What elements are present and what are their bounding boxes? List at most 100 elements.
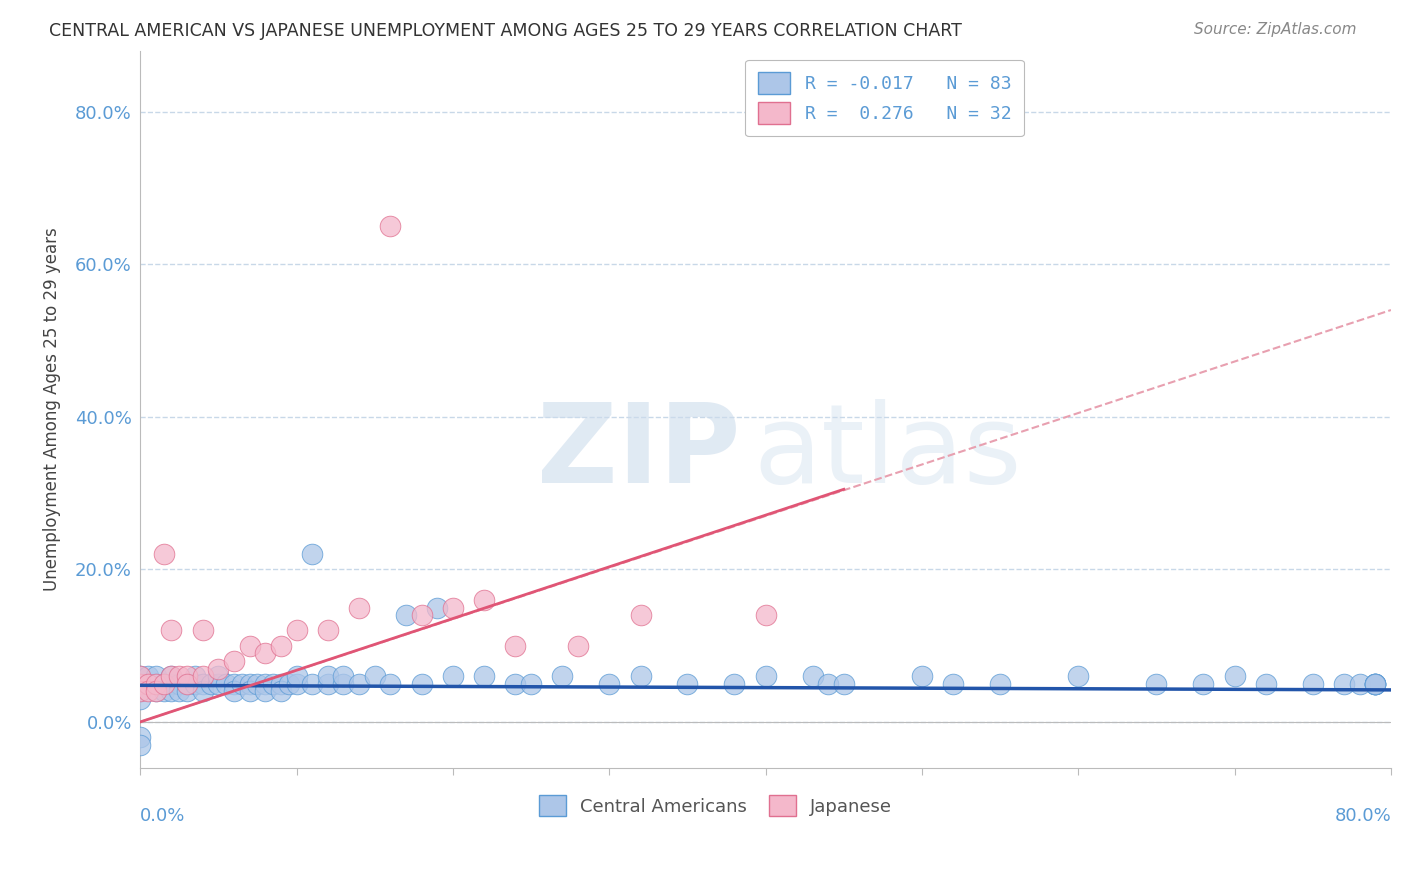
Point — [817, 677, 839, 691]
Point — [160, 624, 183, 638]
Point — [755, 608, 778, 623]
Point — [723, 677, 745, 691]
Point — [136, 677, 159, 691]
Point — [152, 684, 174, 698]
Point — [1364, 677, 1386, 691]
Point — [411, 608, 433, 623]
Point — [551, 669, 574, 683]
Point — [215, 677, 238, 691]
Point — [136, 677, 159, 691]
Point — [200, 677, 222, 691]
Point — [395, 608, 418, 623]
Point — [1333, 677, 1355, 691]
Point — [129, 692, 152, 706]
Point — [301, 547, 323, 561]
Point — [145, 684, 167, 698]
Point — [1364, 677, 1386, 691]
Point — [270, 639, 292, 653]
Point — [277, 677, 299, 691]
Point — [380, 677, 402, 691]
Point — [191, 677, 214, 691]
Point — [239, 677, 262, 691]
Point — [347, 600, 370, 615]
Point — [160, 677, 183, 691]
Point — [316, 677, 339, 691]
Point — [222, 684, 245, 698]
Point — [755, 669, 778, 683]
Point — [1146, 677, 1168, 691]
Point — [1223, 669, 1246, 683]
Point — [129, 669, 152, 683]
Point — [411, 677, 433, 691]
Point — [152, 677, 174, 691]
Point — [152, 547, 174, 561]
Point — [1302, 677, 1324, 691]
Point — [505, 677, 527, 691]
Point — [145, 677, 167, 691]
Point — [676, 677, 699, 691]
Point — [1364, 677, 1386, 691]
Point — [472, 669, 495, 683]
Point — [145, 677, 167, 691]
Point — [332, 677, 354, 691]
Point — [176, 669, 198, 683]
Point — [129, 677, 152, 691]
Point — [332, 669, 354, 683]
Point — [1364, 677, 1386, 691]
Point — [316, 669, 339, 683]
Point — [207, 677, 229, 691]
Point — [239, 639, 262, 653]
Point — [160, 669, 183, 683]
Point — [160, 684, 183, 698]
Point — [567, 639, 589, 653]
Point — [441, 600, 464, 615]
Y-axis label: Unemployment Among Ages 25 to 29 years: Unemployment Among Ages 25 to 29 years — [44, 227, 60, 591]
Point — [222, 677, 245, 691]
Point — [176, 684, 198, 698]
Point — [129, 669, 152, 683]
Point — [316, 624, 339, 638]
Point — [942, 677, 965, 691]
Point — [364, 669, 387, 683]
Text: Source: ZipAtlas.com: Source: ZipAtlas.com — [1194, 22, 1357, 37]
Point — [184, 677, 207, 691]
Point — [129, 677, 152, 691]
Point — [176, 677, 198, 691]
Point — [176, 677, 198, 691]
Point — [136, 684, 159, 698]
Point — [254, 646, 277, 660]
Point — [911, 669, 934, 683]
Point — [222, 654, 245, 668]
Point — [505, 639, 527, 653]
Point — [246, 677, 269, 691]
Point — [254, 684, 277, 698]
Point — [191, 669, 214, 683]
Point — [129, 730, 152, 744]
Point — [160, 669, 183, 683]
Point — [1348, 677, 1371, 691]
Point — [630, 608, 652, 623]
Text: CENTRAL AMERICAN VS JAPANESE UNEMPLOYMENT AMONG AGES 25 TO 29 YEARS CORRELATION : CENTRAL AMERICAN VS JAPANESE UNEMPLOYMEN… — [49, 22, 962, 40]
Point — [169, 677, 191, 691]
Point — [380, 219, 402, 233]
Point — [207, 669, 229, 683]
Point — [270, 684, 292, 698]
Point — [191, 624, 214, 638]
Point — [1254, 677, 1277, 691]
Point — [520, 677, 543, 691]
Point — [129, 738, 152, 752]
Point — [472, 593, 495, 607]
Point — [145, 684, 167, 698]
Point — [1364, 677, 1386, 691]
Point — [262, 677, 284, 691]
Point — [270, 677, 292, 691]
Point — [441, 669, 464, 683]
Point — [630, 669, 652, 683]
Point — [169, 669, 191, 683]
Point — [285, 669, 308, 683]
Legend: Central Americans, Japanese: Central Americans, Japanese — [531, 788, 900, 823]
Point — [145, 669, 167, 683]
Point — [239, 684, 262, 698]
Text: ZIP: ZIP — [537, 399, 741, 506]
Point — [152, 677, 174, 691]
